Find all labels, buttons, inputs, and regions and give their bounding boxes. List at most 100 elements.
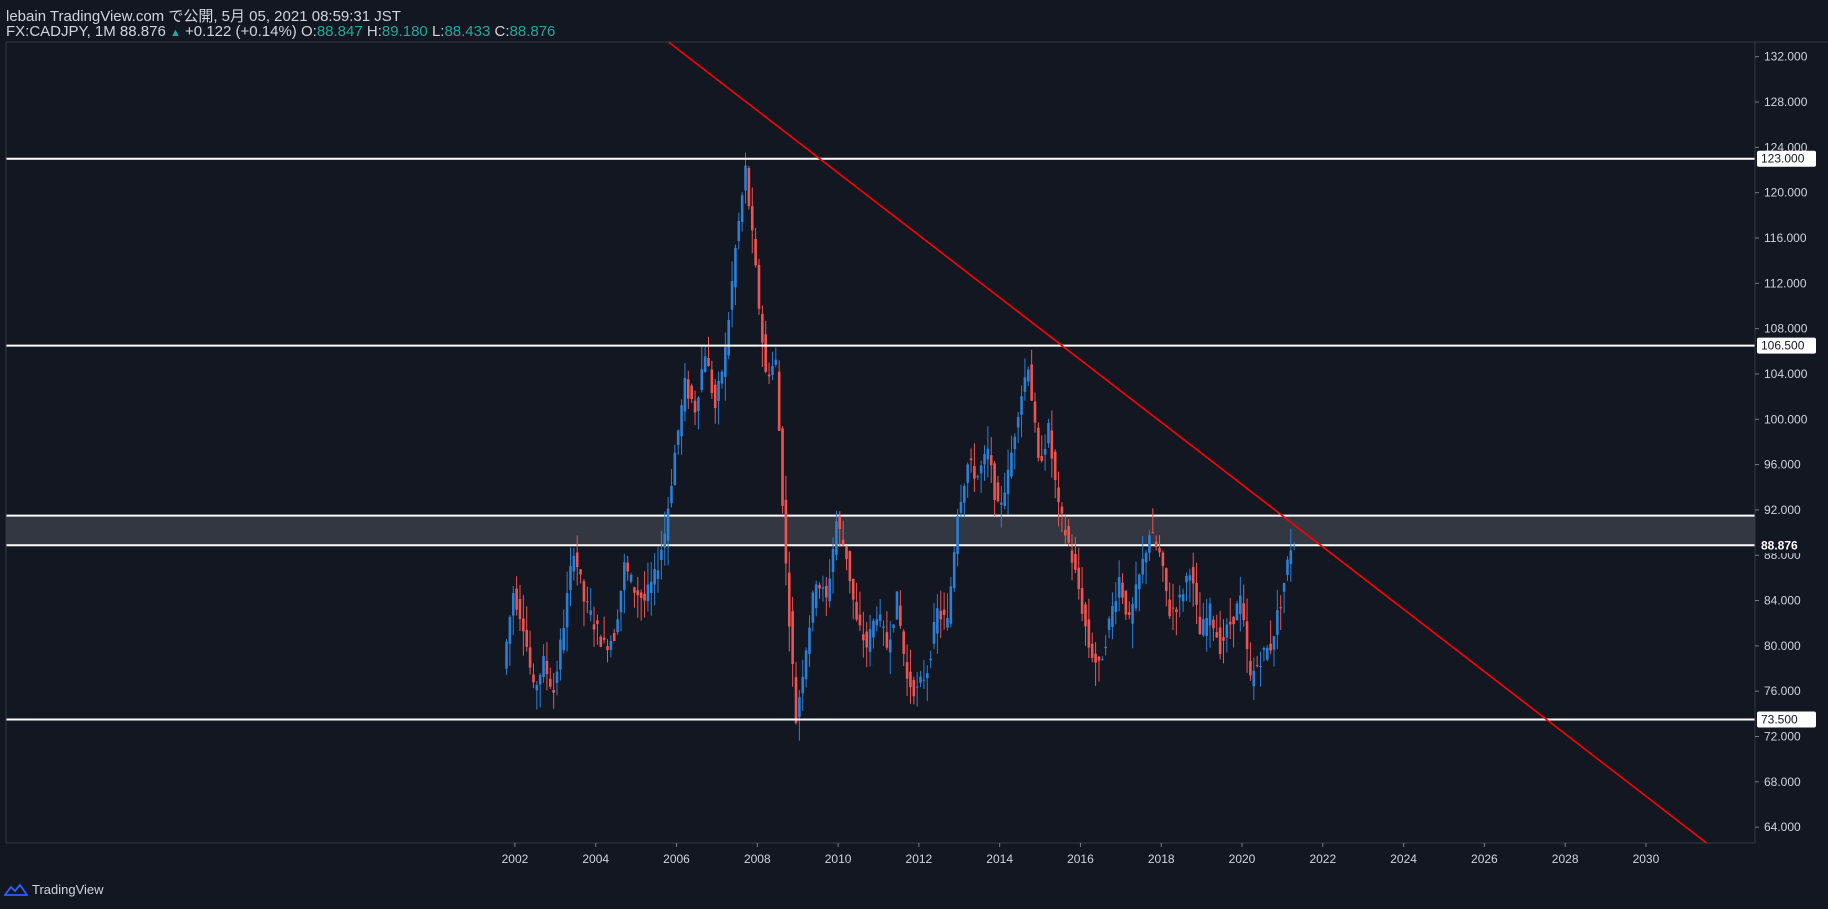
candle-body — [592, 624, 596, 630]
level-tag-text: 106.500 — [1761, 339, 1805, 353]
candle-body — [1286, 559, 1289, 576]
candle-body — [730, 281, 734, 310]
candle-body — [956, 515, 959, 555]
candle-body — [747, 168, 751, 207]
candle-body — [1289, 550, 1293, 565]
candle-body — [925, 673, 929, 679]
time-axis[interactable]: 2002 2004 2006 2008 2010 2012 2014 2016 2018 2020… — [502, 843, 1660, 866]
candle-body — [787, 572, 791, 627]
publish-line: lebain TradingView.com で公開, 5月 05, 2021 … — [6, 8, 401, 25]
y-tick-label: 76.000 — [1764, 684, 1801, 698]
candle-body — [515, 588, 518, 610]
y-tick-label: 96.000 — [1764, 458, 1801, 472]
candle-body — [562, 627, 566, 651]
candle-body — [1020, 396, 1023, 415]
candle-body — [548, 678, 552, 687]
candle-body — [949, 586, 953, 624]
candle-body — [1134, 584, 1138, 609]
candle-body — [697, 397, 700, 412]
candle-body — [713, 384, 717, 409]
candle-body — [966, 464, 969, 483]
x-tick-label: 2004 — [582, 852, 609, 866]
candle-body — [727, 319, 730, 356]
candle-body — [538, 675, 542, 685]
ohlc-legend: FX:CADJPY, 1M 88.876 ▲ +0.122 (+0.14%) O… — [6, 23, 555, 40]
x-tick-label: 2028 — [1552, 852, 1579, 866]
change-value: +0.122 (+0.14%) — [185, 23, 297, 40]
candle-body — [777, 371, 781, 431]
candle-body — [915, 686, 919, 688]
candle-body — [909, 671, 912, 688]
candle-body — [865, 631, 868, 648]
close-value: 88.876 — [509, 23, 556, 40]
candle-body — [831, 548, 835, 573]
candle-body — [979, 465, 983, 474]
candle-body — [1191, 566, 1195, 584]
y-tick-label: 120.000 — [1764, 186, 1808, 200]
candle-body — [1138, 574, 1141, 590]
candle-body — [555, 671, 559, 683]
x-tick-label: 2018 — [1148, 852, 1175, 866]
candle-body — [703, 356, 707, 372]
symbol-label[interactable]: FX:CADJPY, 1M 88.876 — [6, 23, 166, 40]
candle-body — [963, 485, 966, 503]
candle-body — [606, 645, 609, 651]
candle-body — [885, 632, 889, 648]
candle-body — [535, 684, 539, 691]
candle-body — [629, 574, 633, 582]
candle-body — [1023, 377, 1027, 392]
candle-body — [545, 660, 549, 675]
candle-body — [1279, 607, 1283, 609]
candle-body — [1181, 594, 1185, 602]
candle-body — [1043, 448, 1047, 455]
low-label: L: — [431, 23, 445, 40]
candle-body — [518, 598, 522, 619]
level-tag: 123.000 — [1757, 150, 1816, 167]
x-tick-label: 2024 — [1390, 852, 1417, 866]
x-tick-label: 2026 — [1471, 852, 1498, 866]
candle-body — [1107, 618, 1111, 631]
candle-body — [875, 619, 879, 626]
candle-body — [784, 499, 788, 564]
candle-body — [1050, 430, 1054, 459]
candle-body — [1202, 619, 1205, 636]
candle-body — [929, 658, 932, 661]
candle-body — [1175, 609, 1178, 613]
candle-body — [1060, 506, 1064, 514]
candle-body — [798, 697, 801, 718]
candle-body — [1148, 535, 1151, 553]
candle-body — [878, 614, 882, 621]
candle-body — [532, 674, 535, 683]
candle-body — [572, 555, 576, 572]
candle-body — [1151, 532, 1155, 534]
candle-body — [1249, 660, 1252, 676]
candle-body — [1154, 541, 1158, 547]
candle-body — [969, 458, 973, 461]
candle-body — [633, 587, 636, 593]
candle-body — [528, 647, 532, 668]
candle-body — [1225, 624, 1229, 638]
candle-body — [1208, 603, 1212, 626]
y-tick-label: 80.000 — [1764, 639, 1801, 653]
candle-body — [649, 581, 653, 594]
candle-body — [582, 581, 586, 602]
candle-body — [680, 405, 683, 437]
candle-body — [1269, 643, 1272, 651]
candle-body — [1063, 529, 1067, 536]
y-tick-label: 100.000 — [1764, 412, 1808, 426]
candle-body — [1013, 436, 1017, 450]
candle-body — [862, 634, 865, 641]
candle-body — [1178, 594, 1182, 598]
level-tag: 73.500 — [1757, 711, 1816, 728]
candle-body — [825, 585, 828, 598]
footer-brand[interactable]: TradingView — [4, 882, 104, 897]
candle-body — [1030, 364, 1033, 401]
candle-body — [1222, 637, 1225, 641]
candle-body — [781, 428, 784, 506]
candle-body — [1117, 577, 1121, 598]
candle-body — [848, 551, 852, 582]
candle-body — [686, 379, 690, 399]
candle-body — [993, 463, 996, 500]
candle-body — [1259, 666, 1262, 668]
